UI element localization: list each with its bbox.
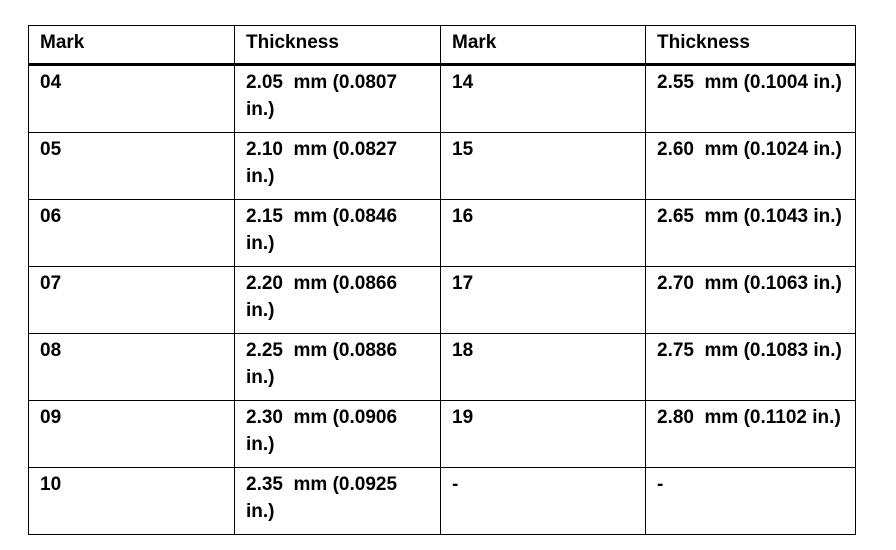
table-cell: 14: [440, 64, 646, 133]
table-cell: 2.20 mm (0.0866 in.): [234, 266, 441, 334]
table-cell: 09: [28, 400, 235, 468]
table-cell: -: [440, 467, 646, 535]
table-cell: 2.25 mm (0.0886 in.): [234, 333, 441, 401]
table-cell: 06: [28, 199, 235, 267]
table-cell: 2.30 mm (0.0906 in.): [234, 400, 441, 468]
table-cell: 2.35 mm (0.0925 in.): [234, 467, 441, 535]
table-cell: -: [645, 467, 856, 535]
table-cell: 17: [440, 266, 646, 334]
table-row: 06 2.15 mm (0.0846 in.) 16 2.65 mm (0.1043 …: [28, 199, 856, 267]
table-cell: 2.10 mm (0.0827 in.): [234, 132, 441, 200]
table-cell: 08: [28, 333, 235, 401]
table-row: 07 2.20 mm (0.0866 in.) 17 2.70 mm (0.1063 …: [28, 266, 856, 334]
header-cell: Mark: [28, 25, 235, 66]
table-cell: 05: [28, 132, 235, 200]
table-cell: 16: [440, 199, 646, 267]
table-cell: 19: [440, 400, 646, 468]
table-row: 09 2.30 mm (0.0906 in.) 19 2.80 mm (0.1102 …: [28, 400, 856, 468]
header-cell: Mark: [440, 25, 646, 66]
table-cell: 2.75 mm (0.1083 in.): [645, 333, 856, 401]
table-cell: 2.70 mm (0.1063 in.): [645, 266, 856, 334]
table-cell: 18: [440, 333, 646, 401]
table-cell: 2.15 mm (0.0846 in.): [234, 199, 441, 267]
table-row: 05 2.10 mm (0.0827 in.) 15 2.60 mm (0.1024 …: [28, 132, 856, 200]
header-cell: Thickness: [645, 25, 856, 66]
table-cell: 10: [28, 467, 235, 535]
table-cell: 04: [28, 64, 235, 133]
header-cell: Thickness: [234, 25, 441, 66]
table-cell: 2.05 mm (0.0807 in.): [234, 64, 441, 133]
header-row: Mark Thickness Mark Thickness: [28, 25, 856, 66]
table-cell: 2.65 mm (0.1043 in.): [645, 199, 856, 267]
table-cell: 07: [28, 266, 235, 334]
table-row: 08 2.25 mm (0.0886 in.) 18 2.75 mm (0.1083 …: [28, 333, 856, 401]
table-cell: 2.80 mm (0.1102 in.): [645, 400, 856, 468]
table-row: 04 2.05 mm (0.0807 in.) 14 2.55 mm (0.1004 …: [28, 64, 856, 133]
table-row: 10 2.35 mm (0.0925 in.) - -: [28, 467, 856, 535]
thickness-table: Mark Thickness Mark Thickness 04 2.05 mm (0.…: [28, 25, 856, 535]
table-cell: 15: [440, 132, 646, 200]
table-cell: 2.60 mm (0.1024 in.): [645, 132, 856, 200]
table-cell: 2.55 mm (0.1004 in.): [645, 64, 856, 133]
